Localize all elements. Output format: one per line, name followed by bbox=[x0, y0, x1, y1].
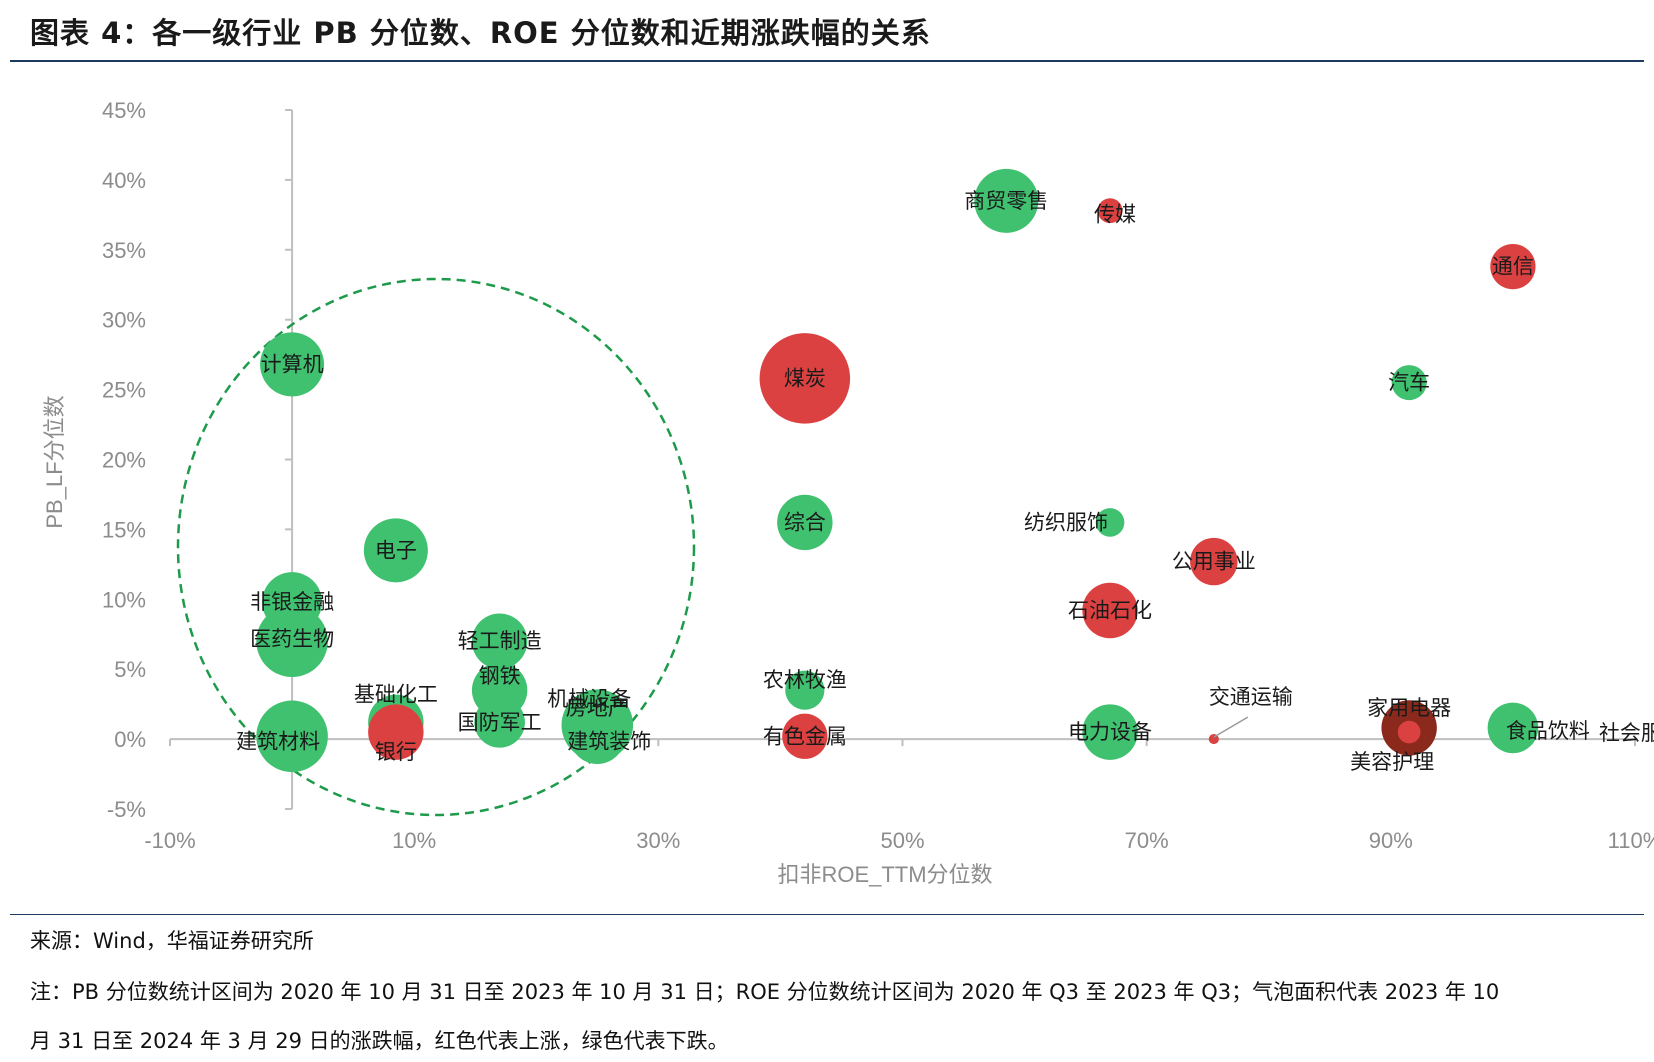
bubble-label: 综合 bbox=[784, 510, 826, 534]
y-tick-label: 45% bbox=[102, 98, 146, 123]
bubble-label: 电子 bbox=[375, 538, 417, 562]
bubble-label: 汽车 bbox=[1388, 371, 1430, 395]
bubble bbox=[777, 494, 833, 551]
bubble-label: 机械设备 bbox=[547, 687, 631, 711]
bubble bbox=[1095, 508, 1125, 537]
footer-divider bbox=[10, 914, 1644, 915]
bubble bbox=[474, 697, 525, 748]
y-tick-label: 0% bbox=[114, 727, 146, 752]
bubble bbox=[1082, 582, 1138, 639]
x-tick-label: 110% bbox=[1608, 828, 1654, 853]
x-tick-label: 90% bbox=[1369, 828, 1413, 853]
bubble-label: 社会服务 bbox=[1599, 721, 1654, 745]
y-tick-label: 20% bbox=[102, 448, 146, 473]
source-note: 来源：Wind，华福证券研究所 bbox=[30, 929, 314, 953]
bubble-label: 公用事业 bbox=[1172, 550, 1256, 574]
x-axis-title: 扣非ROE_TTM分位数 bbox=[777, 862, 992, 887]
bubble bbox=[569, 708, 626, 765]
x-tick-label: -10% bbox=[144, 828, 195, 853]
bubble bbox=[262, 572, 323, 633]
bubble-chart: -5% 0% 5% 10% 15% 20% 25% 30% 35% 40% 45% -10% 10% 30… bbox=[42, 98, 1654, 887]
bubble bbox=[256, 700, 328, 773]
x-tick-label: 70% bbox=[1125, 828, 1169, 853]
bubble-label: 计算机 bbox=[261, 352, 324, 376]
y-tick-label: -5% bbox=[107, 797, 146, 822]
bubble bbox=[1490, 243, 1536, 290]
bubble bbox=[1397, 720, 1421, 744]
bubble-labels: 商贸零售传媒通信计算机煤炭 汽车综合 纺织服饰电子公用事业非银金融 石油石化医药生物 轻… bbox=[236, 189, 1654, 774]
bubble bbox=[1097, 198, 1123, 224]
y-tick-label: 15% bbox=[102, 517, 146, 542]
y-axis-title: PB_LF分位数 bbox=[42, 395, 67, 528]
y-tick-label: 35% bbox=[102, 238, 146, 263]
bubble-label: 通信 bbox=[1492, 255, 1534, 279]
bubble-label: 商贸零售 bbox=[964, 189, 1048, 213]
bubble-label: 石油石化 bbox=[1068, 598, 1152, 622]
low-roe-highlight-ellipse bbox=[176, 277, 696, 817]
bubble-label: 传媒 bbox=[1094, 203, 1136, 227]
bubble-label: 医药生物 bbox=[250, 627, 334, 651]
y-tick-label: 25% bbox=[102, 378, 146, 403]
bubble bbox=[1391, 365, 1427, 401]
bubble bbox=[368, 704, 424, 760]
bubble-label: 基础化工 bbox=[354, 682, 438, 706]
bubble bbox=[1082, 704, 1138, 760]
bubble-label: 轻工制造 bbox=[458, 629, 542, 653]
y-tick-label: 30% bbox=[102, 308, 146, 333]
bubble bbox=[782, 713, 828, 759]
bubble-label: 美容护理 bbox=[1350, 750, 1434, 774]
bubble-label: 电力设备 bbox=[1068, 720, 1152, 744]
bubble bbox=[471, 613, 528, 669]
highlight-ellipse bbox=[176, 277, 696, 817]
bubbles bbox=[256, 168, 1539, 773]
x-tick-label: 50% bbox=[880, 828, 924, 853]
bubble bbox=[785, 670, 825, 710]
bubble-label: 国防军工 bbox=[458, 710, 542, 734]
y-tick-label: 40% bbox=[102, 168, 146, 193]
bubble-label: 食品饮料 bbox=[1506, 719, 1590, 743]
bubble bbox=[1190, 537, 1238, 586]
bubble bbox=[1208, 734, 1219, 745]
bubble-label: 农林牧渔 bbox=[763, 668, 847, 692]
title-divider bbox=[10, 60, 1644, 62]
bubble-label: 房地产 bbox=[566, 696, 629, 720]
chart-title: 图表 4：各一级行业 PB 分位数、ROE 分位数和近期涨跌幅的关系 bbox=[30, 16, 931, 50]
bubble-label: 煤炭 bbox=[784, 366, 826, 390]
x-tick-label: 30% bbox=[636, 828, 680, 853]
leader-line bbox=[1213, 716, 1249, 738]
bubble-label: 有色金属 bbox=[763, 724, 847, 748]
bubble bbox=[974, 168, 1039, 233]
y-tick-label: 10% bbox=[102, 587, 146, 612]
method-note-line2: 月 31 日至 2024 年 3 月 29 日的涨跌幅，红色代表上涨，绿色代表下… bbox=[30, 1029, 729, 1053]
bubble-label: 建筑材料 bbox=[236, 729, 320, 753]
bubble bbox=[585, 706, 609, 730]
bubble-label: 银行 bbox=[375, 740, 417, 764]
bubble-label: 交通运输 bbox=[1209, 685, 1293, 709]
y-tick-label: 5% bbox=[114, 657, 146, 682]
x-tick-label: 10% bbox=[392, 828, 436, 853]
method-note-line1: 注：PB 分位数统计区间为 2020 年 10 月 31 日至 2023 年 1… bbox=[30, 980, 1500, 1004]
bubble-label: 纺织服饰 bbox=[1024, 510, 1108, 534]
bubble-label: 非银金融 bbox=[250, 590, 334, 614]
bubble bbox=[759, 333, 851, 424]
bubble bbox=[363, 518, 428, 583]
bubble bbox=[1501, 716, 1525, 740]
bubble bbox=[260, 332, 325, 397]
bubble-label: 家用电器 bbox=[1367, 696, 1451, 720]
bubble-label: 钢铁 bbox=[479, 664, 521, 688]
bubble-label: 建筑装饰 bbox=[567, 729, 651, 753]
